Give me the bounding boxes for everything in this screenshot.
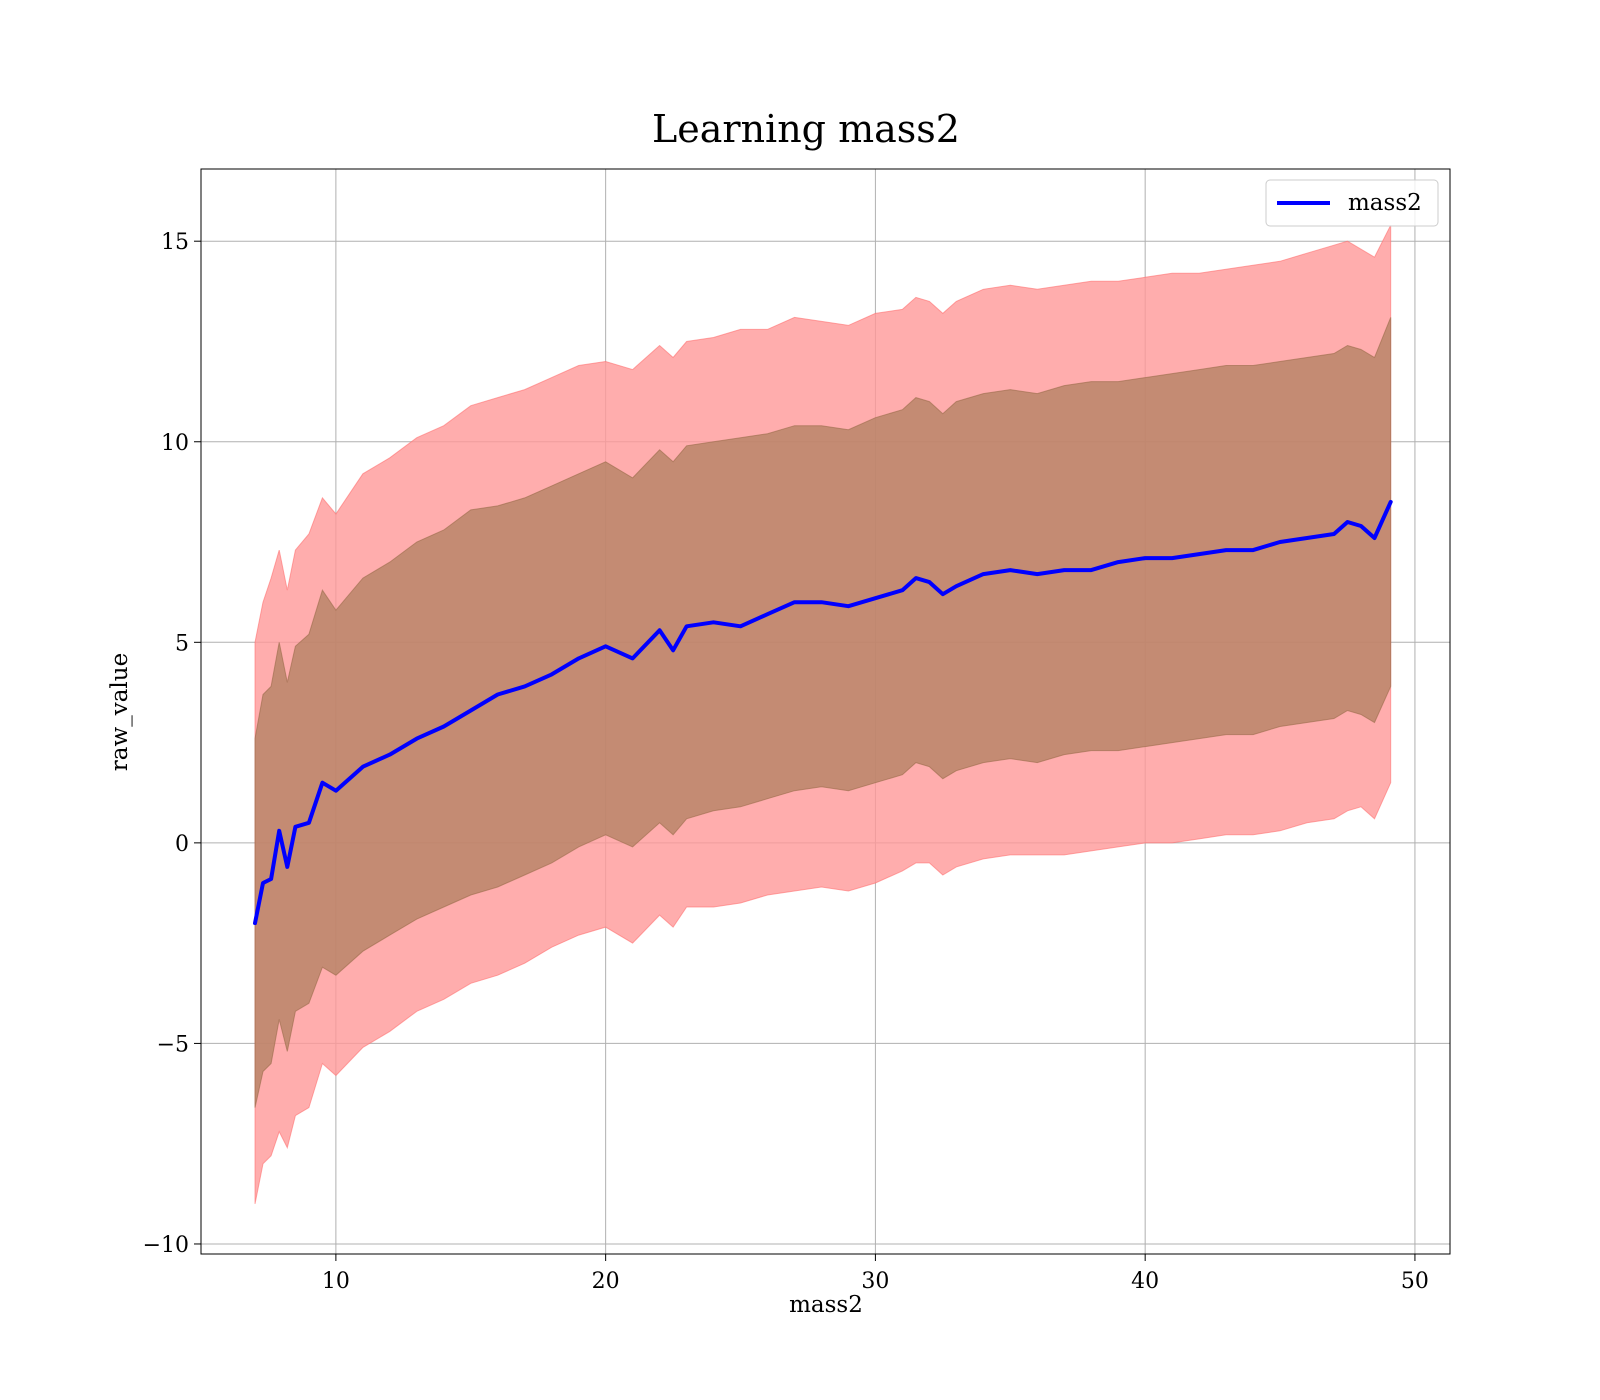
x-tick-label: 30 <box>861 1269 889 1294</box>
x-tick-label: 10 <box>322 1269 350 1294</box>
y-tick-label: 15 <box>161 230 189 255</box>
x-tick-label: 50 <box>1401 1269 1429 1294</box>
y-tick-label: −5 <box>157 1032 189 1057</box>
y-tick-label: −10 <box>143 1233 189 1258</box>
y-axis-ticks: 15 10 5 0 −5 −10 <box>143 230 201 1258</box>
y-tick-label: 0 <box>175 832 189 857</box>
chart-title: Learning mass2 <box>652 107 960 151</box>
plot-area <box>200 168 1451 1255</box>
legend-box <box>1265 179 1439 227</box>
y-axis-label: raw_value <box>107 653 133 771</box>
y-tick-label: 10 <box>161 431 189 456</box>
legend-label: mass2 <box>1348 190 1422 216</box>
band-layer <box>254 224 1392 1204</box>
inner-uncertainty-band <box>254 317 1392 1108</box>
legend: mass2 <box>1265 179 1439 227</box>
x-tick-label: 40 <box>1131 1269 1159 1294</box>
x-tick-label: 20 <box>592 1269 620 1294</box>
series-line-mass2 <box>253 499 1393 926</box>
x-axis-label: mass2 <box>789 1292 863 1318</box>
y-tick-label: 5 <box>175 631 189 656</box>
line-layer <box>253 499 1393 926</box>
plot-frame <box>200 168 1451 1255</box>
x-axis-ticks: 10 20 30 40 50 <box>322 1254 1429 1294</box>
